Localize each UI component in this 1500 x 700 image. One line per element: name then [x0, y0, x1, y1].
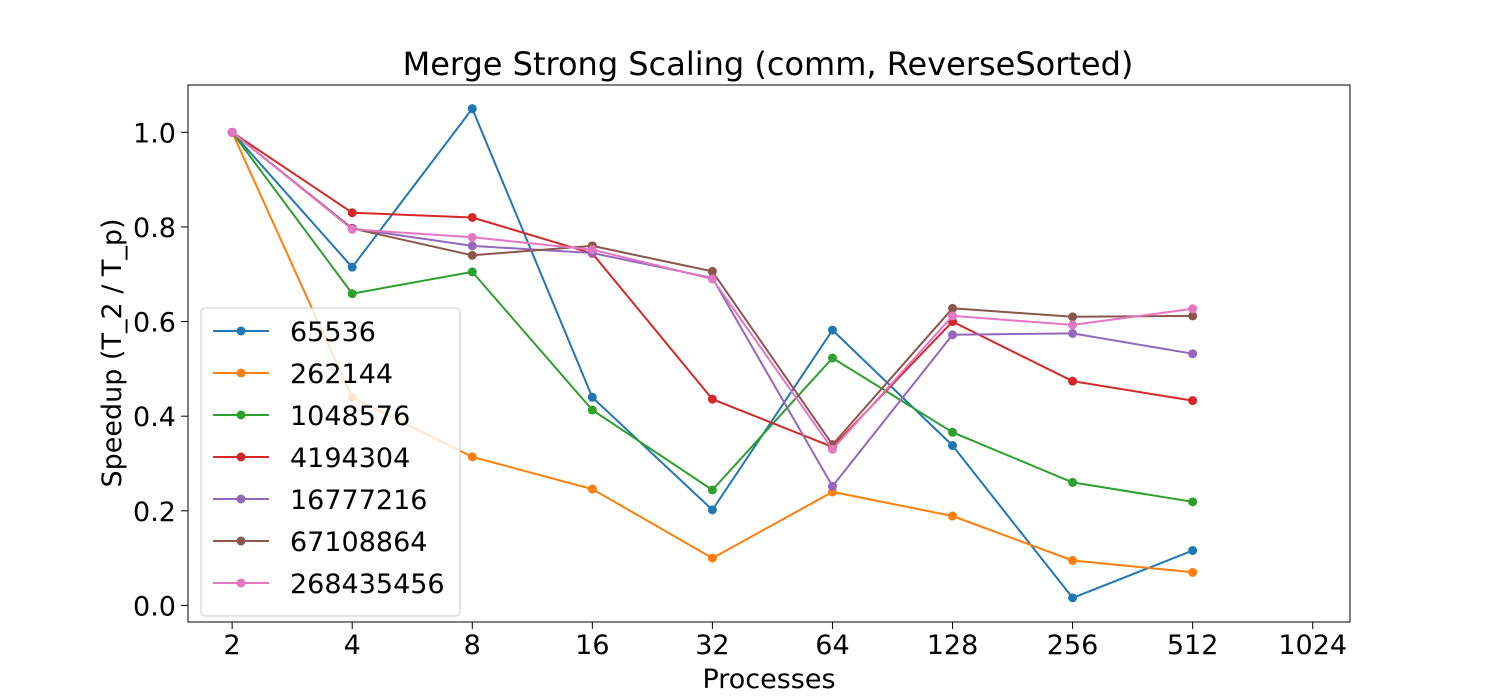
data-point — [1068, 376, 1078, 386]
data-point — [587, 405, 597, 415]
data-point — [1068, 555, 1078, 565]
data-point — [707, 505, 717, 515]
data-point — [1188, 567, 1198, 577]
x-tick-label: 256 — [1047, 630, 1099, 661]
data-point — [347, 262, 357, 272]
legend-label: 268435456 — [290, 569, 445, 600]
data-point — [587, 484, 597, 494]
legend-label: 4194304 — [290, 443, 410, 474]
x-tick-label: 32 — [695, 630, 729, 661]
data-point — [587, 392, 597, 402]
x-tick-label: 512 — [1167, 630, 1219, 661]
data-point — [1188, 546, 1198, 556]
x-axis: 2 4 8 16 32 64 128 256 512 1024 — [224, 622, 1347, 661]
legend-label: 16777216 — [290, 485, 427, 516]
legend-item: 16777216 — [213, 485, 427, 516]
data-point — [1188, 304, 1198, 314]
legend-marker — [236, 452, 246, 462]
legend-item: 67108864 — [213, 527, 427, 558]
x-tick-label: 8 — [464, 630, 481, 661]
y-axis: 0.0 0.2 0.4 0.6 0.8 1.0 — [133, 118, 188, 622]
data-point — [827, 325, 837, 335]
y-tick-label: 0.4 — [133, 402, 176, 433]
legend-marker — [236, 536, 246, 546]
data-point — [707, 553, 717, 563]
legend-item: 1048576 — [213, 401, 410, 432]
data-point — [467, 104, 477, 114]
series-1048576 — [227, 127, 1198, 507]
data-point — [1188, 396, 1198, 406]
data-point — [948, 303, 958, 313]
data-point — [1068, 320, 1078, 330]
legend-marker — [236, 368, 246, 378]
legend-label: 67108864 — [290, 527, 427, 558]
y-tick-label: 0.8 — [133, 213, 176, 244]
legend-item: 65536 — [213, 317, 376, 348]
data-point — [1068, 593, 1078, 603]
x-tick-label: 64 — [815, 630, 849, 661]
data-point — [1188, 311, 1198, 321]
data-point — [467, 452, 477, 462]
data-point — [1068, 477, 1078, 487]
y-axis-label: Speedup (T_2 / T_p) — [97, 218, 128, 487]
data-point — [347, 289, 357, 299]
legend-item: 262144 — [213, 359, 393, 390]
data-point — [707, 266, 717, 276]
legend-label: 1048576 — [290, 401, 410, 432]
data-point — [347, 208, 357, 218]
legend-label: 65536 — [290, 317, 376, 348]
data-point — [467, 267, 477, 277]
data-point — [347, 224, 357, 234]
data-point — [1188, 349, 1198, 359]
data-point — [948, 511, 958, 521]
x-tick-label: 2 — [224, 630, 241, 661]
legend-marker — [236, 326, 246, 336]
data-point — [467, 232, 477, 242]
legend: 65536 262144 1048576 4194304 16777216 6710886… — [200, 307, 461, 617]
y-tick-label: 0.0 — [133, 591, 176, 622]
x-tick-label: 16 — [575, 630, 609, 661]
data-point — [948, 311, 958, 321]
data-point — [948, 441, 958, 451]
legend-item: 4194304 — [213, 443, 410, 474]
chart-title: Merge Strong Scaling (comm, ReverseSorte… — [403, 45, 1134, 83]
data-point — [948, 427, 958, 437]
y-tick-label: 1.0 — [133, 118, 176, 149]
data-point — [467, 250, 477, 260]
data-point — [1068, 312, 1078, 322]
x-tick-label: 4 — [344, 630, 361, 661]
x-axis-label: Processes — [702, 664, 835, 695]
data-point — [827, 353, 837, 363]
data-point — [827, 481, 837, 491]
data-point — [587, 245, 597, 255]
data-point — [827, 444, 837, 454]
legend-label: 262144 — [290, 359, 393, 390]
y-tick-label: 0.2 — [133, 497, 176, 528]
data-point — [227, 127, 237, 137]
legend-marker — [236, 410, 246, 420]
legend-item: 268435456 — [213, 569, 445, 600]
data-point — [1068, 328, 1078, 338]
x-tick-label: 128 — [927, 630, 979, 661]
series-268435456 — [227, 127, 1198, 454]
data-point — [707, 274, 717, 284]
data-point — [948, 330, 958, 340]
legend-marker — [236, 494, 246, 504]
data-point — [467, 212, 477, 222]
legend-marker — [236, 578, 246, 588]
data-point — [707, 485, 717, 495]
data-point — [707, 394, 717, 404]
y-tick-label: 0.6 — [133, 308, 176, 339]
legend-box — [200, 307, 461, 617]
x-tick-label: 1024 — [1278, 630, 1347, 661]
data-point — [467, 241, 477, 251]
data-point — [1188, 497, 1198, 507]
